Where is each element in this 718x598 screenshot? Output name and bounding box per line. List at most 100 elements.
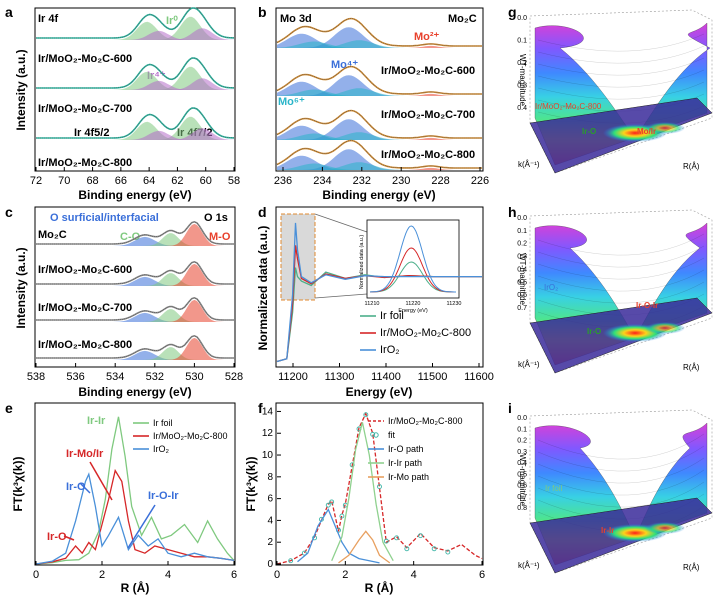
wt-h-mesh-4: [537, 269, 705, 292]
panel-c-tick-label-2: 534: [106, 371, 124, 383]
panel-c-sample-1: Ir/MoO₂-Mo₂C-600: [38, 264, 132, 276]
panel-f-tick-label-1: 2: [342, 569, 348, 581]
xps-c-component-3-0: [36, 350, 234, 360]
panel-f-series-1-point-18: [431, 546, 437, 552]
panel-e-xticks: 0 2 4 6: [33, 561, 237, 581]
panel-b-letter: b: [258, 4, 267, 20]
panel-g-ylabel: R(Å): [683, 162, 700, 171]
panel-b-tick-label-2: 232: [353, 175, 371, 187]
panel-d-inset-frame: [366, 219, 460, 299]
wt-i-ztick-6: 0.6: [517, 483, 527, 490]
panel-f-series-1-point-5: [329, 499, 335, 505]
panel-g-xlabel: k(Å⁻¹): [518, 160, 540, 169]
wt-h-ztick-1: 0.1: [517, 228, 527, 235]
xps-b-component-0-3: [277, 40, 482, 48]
panel-d-legend-label-0: Ir foil: [380, 310, 404, 322]
panel-a-sample-1: Ir/MoO₂-Mo₂C-600: [38, 53, 132, 65]
panel-d-tick-label-4: 11600: [464, 371, 494, 383]
panel-f-series-1-point-15: [394, 535, 400, 541]
panel-e-iro2-label: Ir-O: [47, 531, 67, 543]
wt-i-ztick-1: 0.1: [517, 426, 527, 433]
panel-d-ylabel: Normalized data (a.u.): [256, 226, 270, 351]
panel-h-xlabel: k(Å⁻¹): [518, 360, 540, 369]
panel-f-series-1-point-12: [370, 431, 376, 437]
panel-h-sample: IrO₂: [544, 283, 558, 292]
wt-g-hotspot-2: [645, 122, 685, 134]
wt-g-mesh-3: [537, 57, 705, 76]
panel-e-legend-label-1: Ir/MoO₂-Mo₂C-800: [153, 431, 228, 441]
panel-e-irmo-label: Ir-Mo/Ir: [66, 448, 104, 460]
panel-c-ref: Mo₂C: [38, 229, 67, 241]
xps-b-raw-0: [276, 18, 482, 47]
xps-a-component-0-0: [36, 21, 234, 40]
panel-d-tick-label-0: 11200: [278, 371, 308, 383]
panel-c-mo-label: M-O: [209, 231, 231, 243]
xps-a-component-1-1: [36, 66, 234, 90]
panel-c-frame: [34, 206, 236, 368]
xps-b-component-2-2: [277, 133, 482, 140]
panel-c-title: O 1s: [204, 212, 228, 224]
wt-h-mesh-1: [537, 233, 705, 256]
panel-b-tick-label-0: 236: [274, 175, 292, 187]
wt-i-ztick-0: 0.0: [517, 415, 527, 422]
panel-e-arrow-iroir: [127, 504, 156, 549]
panel-i-zlabel: WT-magnitude: [518, 454, 527, 507]
xps-b-component-2-3: [277, 132, 482, 140]
panel-f-legend: Ir/MoO₂-Mo₂C-800 fit Ir-O path Ir-Ir path Ir…: [368, 416, 463, 482]
xps-b-component-0-1: [277, 27, 482, 48]
panel-f-series-2-line: [297, 508, 380, 564]
panel-e-tick-label-3: 6: [231, 569, 237, 581]
panel-d-tick-label-2: 11400: [371, 371, 401, 383]
panel-c-co-label: C-O: [120, 231, 141, 243]
panel-b-spectra: [276, 17, 482, 170]
xps-a-raw-0: [36, 7, 235, 39]
panel-e-legend-label-0: Ir foil: [153, 418, 173, 428]
xps-c-component-2-2: [36, 299, 234, 322]
panel-b-xlabel: Binding energy (eV): [322, 188, 435, 202]
wt-h-hotspot-2: [645, 322, 685, 334]
wt-g-ztick-2: 0.2: [517, 60, 527, 67]
panel-h-zlabel: WT-magnitude: [518, 253, 527, 306]
panel-a-xticks: 72 70 68 66 64 62 60 58: [30, 167, 240, 187]
panel-a-spectra: [36, 7, 235, 140]
panel-e-irir-label: Ir-Ir: [87, 415, 106, 427]
panel-f-series-1-point-4: [325, 502, 331, 508]
xps-b-component-2-4: [277, 137, 482, 140]
panel-f-ytick-label-6: 12: [262, 428, 274, 439]
wt-h-ztick-6: 0.6: [517, 292, 527, 299]
xps-b-component-2-1: [277, 119, 482, 140]
panel-d-plot: [276, 222, 482, 363]
panel-f-series-1-point-1: [301, 550, 307, 556]
panel-e-tick-label-2: 4: [165, 569, 171, 581]
panel-b-mo6-label: Mo⁶⁺: [278, 96, 305, 108]
xps-b-raw-3: [276, 140, 482, 169]
panel-a-title: Ir 4f: [38, 13, 59, 25]
panel-d-xlabel: Energy (eV): [346, 385, 413, 399]
panel-e-xlabel: R (Å): [121, 580, 150, 595]
panel-f-ytick-label-2: 4: [267, 515, 273, 526]
xps-b-raw-1: [276, 66, 482, 95]
panel-b-title: Mo 3d: [280, 13, 312, 25]
panel-a-xlabel: Binding energy (eV): [78, 188, 191, 202]
xps-c-raw-2: [36, 297, 234, 321]
xps-c-component-3-2: [36, 337, 234, 360]
xps-b-component-1-1: [277, 75, 482, 96]
panel-i-sample: Ir foil: [545, 484, 563, 493]
panel-f-series-1-point-16: [404, 546, 410, 552]
panel-c-tick-label-0: 538: [27, 371, 45, 383]
panel-b-tick-label-4: 228: [431, 175, 449, 187]
panel-d-zoom-line-bottom: [314, 293, 368, 299]
panel-f-ytick-label-1: 2: [267, 537, 273, 548]
wt-h-mesh-2: [537, 245, 705, 268]
panel-d-zoom-line-top: [314, 213, 368, 233]
panel-f-series-4-line: [338, 530, 391, 564]
xps-c-component-0-0: [36, 236, 234, 246]
panel-d: d Normalized data (a.u.) 11210 11220 112…: [256, 204, 494, 399]
xps-a-component-2-3: [36, 128, 234, 140]
panel-e-arrow-iro2: [63, 535, 75, 541]
panel-b-frame: [275, 7, 484, 172]
panel-a-sample-3: Ir/MoO₂-Mo₂C-800: [38, 157, 132, 169]
panel-a-ir4f52-label: Ir 4f5/2: [74, 127, 109, 139]
panel-c-sample-3: Ir/MoO₂-Mo₂C-800: [38, 339, 132, 351]
wt-h-mesh-5: [537, 281, 705, 304]
